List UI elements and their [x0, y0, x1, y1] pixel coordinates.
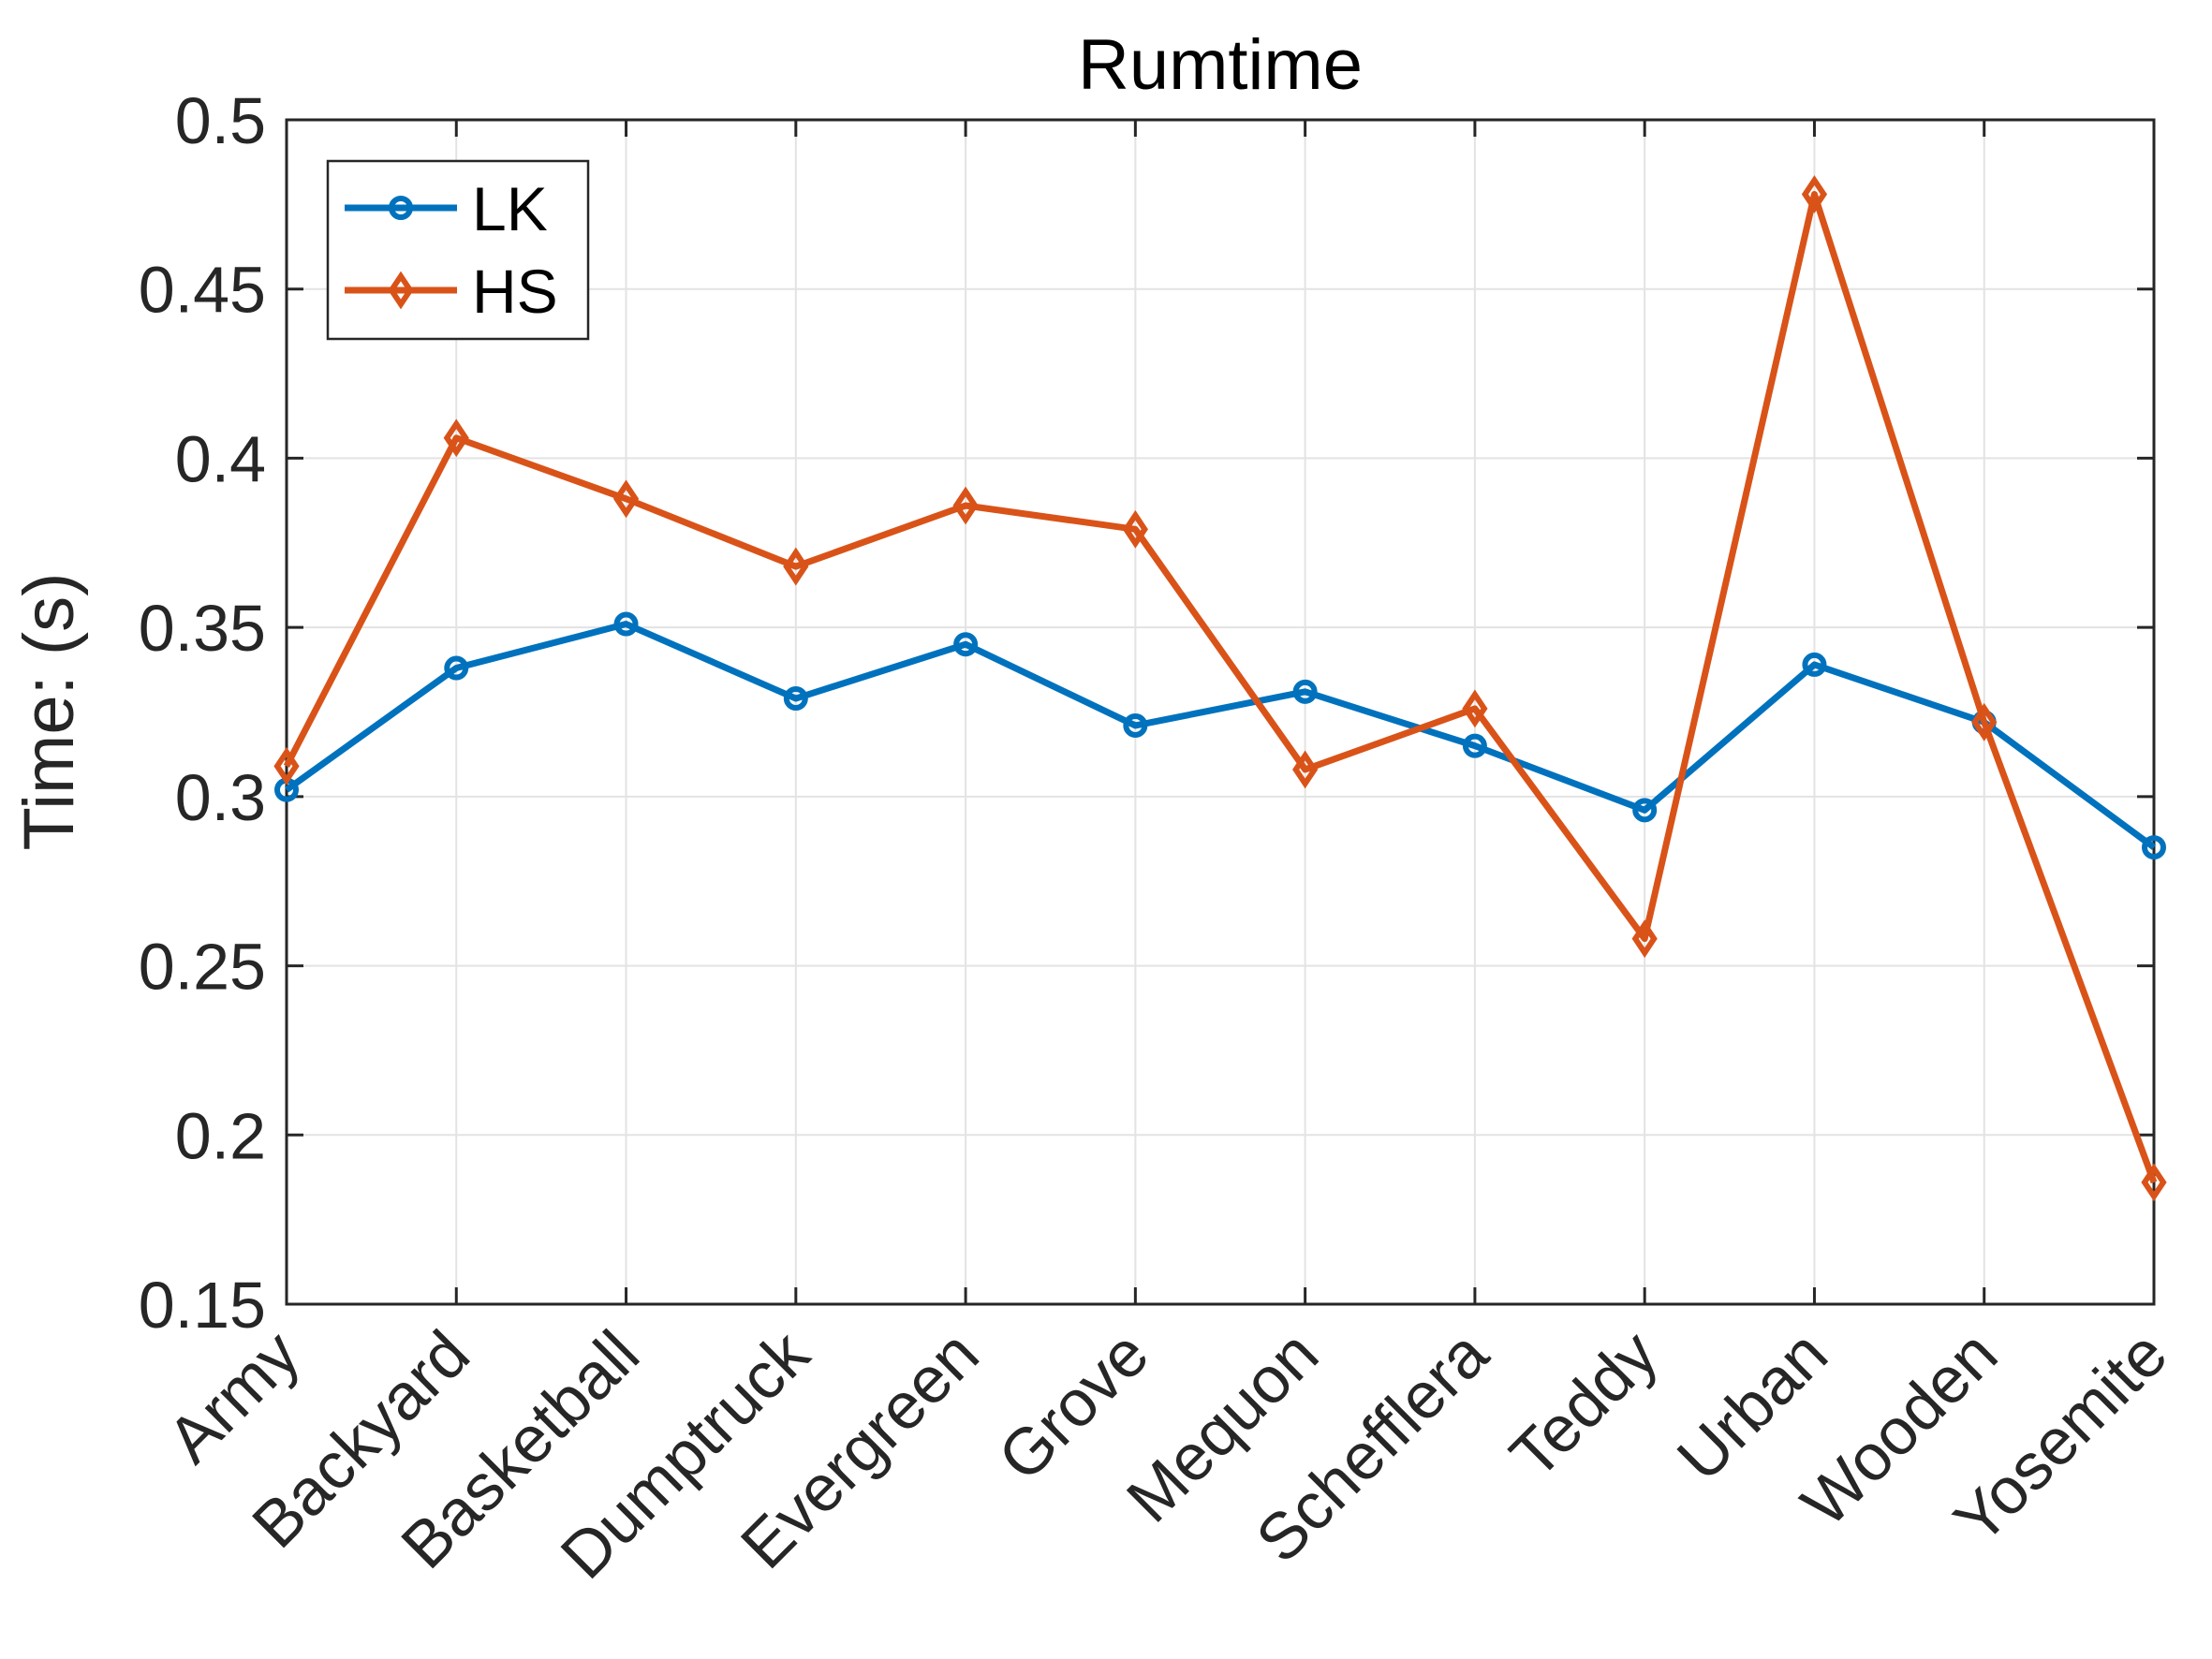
legend-box: [326, 159, 590, 341]
data-point-lk: [953, 632, 979, 657]
data-point-hs: [783, 547, 809, 586]
plot-frame: [285, 118, 2156, 1306]
data-point-lk: [1632, 798, 1658, 823]
series-hs: [273, 175, 2167, 1202]
y-tick-label: 0.2: [175, 1099, 266, 1172]
legend-marker-lk: [389, 196, 413, 220]
x-tick-label: Teddy: [1497, 1316, 1672, 1491]
data-point-hs: [443, 418, 469, 458]
series-line-hs: [283, 191, 2158, 1184]
y-tick-label: 0.15: [139, 1269, 266, 1342]
legend: LK HS: [326, 159, 590, 341]
y-tick-label: 0.45: [139, 254, 266, 327]
data-point-hs: [2141, 1163, 2167, 1202]
y-tick-label: 0.3: [175, 761, 266, 834]
series-layer: [273, 175, 2167, 1202]
chart-title: Rumtime: [1078, 25, 1363, 105]
data-point-hs: [273, 746, 300, 785]
data-point-hs: [1971, 702, 1998, 741]
data-point-hs: [612, 479, 640, 519]
data-point-hs: [1462, 689, 1488, 728]
y-tick-label: 0.35: [139, 592, 266, 665]
data-point-lk: [1292, 679, 1318, 704]
series-line-lk: [284, 621, 2157, 850]
y-tick-label: 0.25: [139, 931, 266, 1004]
legend-marker-hs: [388, 271, 414, 310]
data-point-lk: [2142, 835, 2166, 860]
data-point-lk: [613, 611, 639, 637]
legend-label-lk: LK: [472, 174, 548, 243]
y-tick-label: 0.4: [175, 422, 266, 495]
data-point-hs: [1292, 750, 1319, 789]
data-point-hs: [1631, 919, 1658, 959]
data-point-hs: [1801, 175, 1828, 213]
data-point-lk: [1802, 652, 1827, 677]
series-lk: [274, 611, 2166, 860]
data-point-lk: [1123, 712, 1148, 738]
y-tick-label: 0.5: [175, 84, 266, 157]
plot-background: [287, 120, 2154, 1304]
data-point-hs: [952, 486, 979, 525]
y-axis-label: Time: (s): [9, 573, 89, 851]
data-point-lk: [783, 686, 808, 712]
data-point-lk: [444, 655, 469, 681]
legend-label-hs: HS: [472, 257, 558, 326]
data-point-lk: [1462, 733, 1487, 758]
data-point-hs: [1122, 509, 1148, 549]
